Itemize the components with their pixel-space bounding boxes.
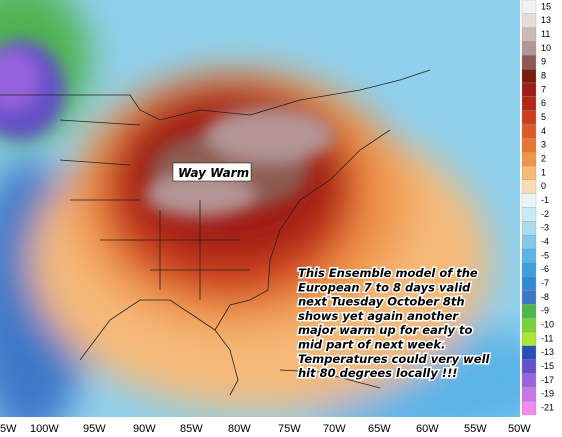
legend-swatch bbox=[521, 318, 537, 333]
legend-swatch bbox=[521, 82, 537, 97]
legend-label: 9 bbox=[541, 57, 546, 67]
legend-label: 4 bbox=[541, 126, 546, 136]
longitude-axis: 5W 100W 95W 90W 85W 80W 75W 70W 65W 60W 55W 50W bbox=[0, 417, 562, 437]
legend-swatch bbox=[521, 235, 537, 250]
axis-background bbox=[0, 417, 562, 437]
legend-label: 2 bbox=[541, 153, 546, 163]
legend-label: -7 bbox=[541, 278, 549, 288]
legend-label: -21 bbox=[541, 402, 554, 412]
legend-swatch bbox=[521, 262, 537, 277]
legend-label: 7 bbox=[541, 84, 546, 94]
legend-label: -2 bbox=[541, 209, 549, 219]
legend-label: -19 bbox=[541, 389, 554, 399]
legend-swatch bbox=[521, 110, 537, 125]
legend-swatch bbox=[521, 152, 537, 167]
longitude-label: 5W bbox=[0, 423, 17, 435]
legend-swatch bbox=[521, 373, 537, 388]
legend-swatch bbox=[521, 387, 537, 402]
legend-swatch bbox=[521, 248, 537, 263]
legend-label: 1 bbox=[541, 167, 546, 177]
annotation-line: Temperatures could very well bbox=[298, 352, 491, 366]
legend-swatch bbox=[521, 13, 537, 28]
legend-label: -6 bbox=[541, 264, 549, 274]
legend-label: -1 bbox=[541, 195, 549, 205]
longitude-label: 60W bbox=[416, 423, 439, 435]
annotation-line: next Tuesday October 8th bbox=[298, 295, 465, 309]
legend-swatch bbox=[521, 41, 537, 56]
legend-swatch bbox=[521, 359, 537, 374]
legend-label: -15 bbox=[541, 361, 554, 371]
legend-swatch bbox=[521, 27, 537, 42]
label-box bbox=[172, 162, 252, 182]
legend-label: 13 bbox=[541, 15, 551, 25]
legend-label: -5 bbox=[541, 250, 549, 260]
map-label: Way Warm bbox=[178, 166, 249, 180]
legend-swatch bbox=[521, 331, 537, 346]
legend-swatch bbox=[521, 179, 537, 194]
legend-label: 15 bbox=[541, 1, 551, 11]
legend-label: -8 bbox=[541, 292, 549, 302]
legend-label: 10 bbox=[541, 43, 551, 53]
annotation-line: major warm up for early to bbox=[298, 323, 472, 337]
longitude-label: 75W bbox=[278, 423, 301, 435]
legend-swatch bbox=[521, 290, 537, 305]
legend-swatch bbox=[521, 304, 537, 319]
legend-label: -11 bbox=[541, 333, 553, 343]
color-legend: 151311109876543210-1-2-3-4-5-6-7-8-9-10-… bbox=[520, 0, 562, 417]
legend-swatch bbox=[521, 0, 537, 14]
annotation-line: mid part of next week. bbox=[298, 338, 445, 352]
legend-label: 3 bbox=[541, 140, 546, 150]
legend-label: -3 bbox=[541, 223, 549, 233]
legend-label: -4 bbox=[541, 236, 549, 246]
legend-swatch bbox=[521, 221, 537, 236]
legend-label: 8 bbox=[541, 70, 546, 80]
legend-swatch bbox=[521, 207, 537, 222]
legend-label: 5 bbox=[541, 112, 546, 122]
longitude-label: 95W bbox=[83, 423, 106, 435]
legend-swatch bbox=[521, 276, 537, 291]
annotation-line: hit 80 degrees locally !!! bbox=[298, 366, 458, 380]
longitude-label: 70W bbox=[323, 423, 346, 435]
legend-swatch bbox=[521, 96, 537, 111]
annotation-line: This Ensemble model of the bbox=[298, 266, 478, 280]
legend-swatch bbox=[521, 55, 537, 70]
longitude-label: 80W bbox=[228, 423, 251, 435]
coastlines bbox=[0, 69, 431, 396]
longitude-label: 100W bbox=[30, 423, 59, 435]
legend-swatch bbox=[521, 124, 537, 139]
longitude-label: 50W bbox=[508, 423, 531, 435]
legend-label: 0 bbox=[541, 181, 546, 191]
legend-label: -13 bbox=[541, 347, 554, 357]
annotation-line: European 7 to 8 days valid bbox=[298, 280, 471, 294]
legend-label: -10 bbox=[541, 319, 554, 329]
legend-swatch bbox=[521, 345, 537, 360]
legend-swatch bbox=[521, 69, 537, 84]
legend-swatch bbox=[521, 401, 537, 416]
longitude-label: 90W bbox=[133, 423, 156, 435]
annotation-line: shows yet again another bbox=[298, 309, 459, 323]
legend-label: -17 bbox=[541, 375, 554, 385]
legend-label: 6 bbox=[541, 98, 546, 108]
longitude-label: 85W bbox=[180, 423, 203, 435]
legend-swatch bbox=[521, 138, 537, 153]
legend-swatch bbox=[521, 193, 537, 208]
longitude-label: 65W bbox=[368, 423, 391, 435]
legend-label: -9 bbox=[541, 306, 549, 316]
legend-swatch bbox=[521, 165, 537, 180]
legend-label: 11 bbox=[541, 29, 550, 39]
longitude-label: 55W bbox=[464, 423, 487, 435]
